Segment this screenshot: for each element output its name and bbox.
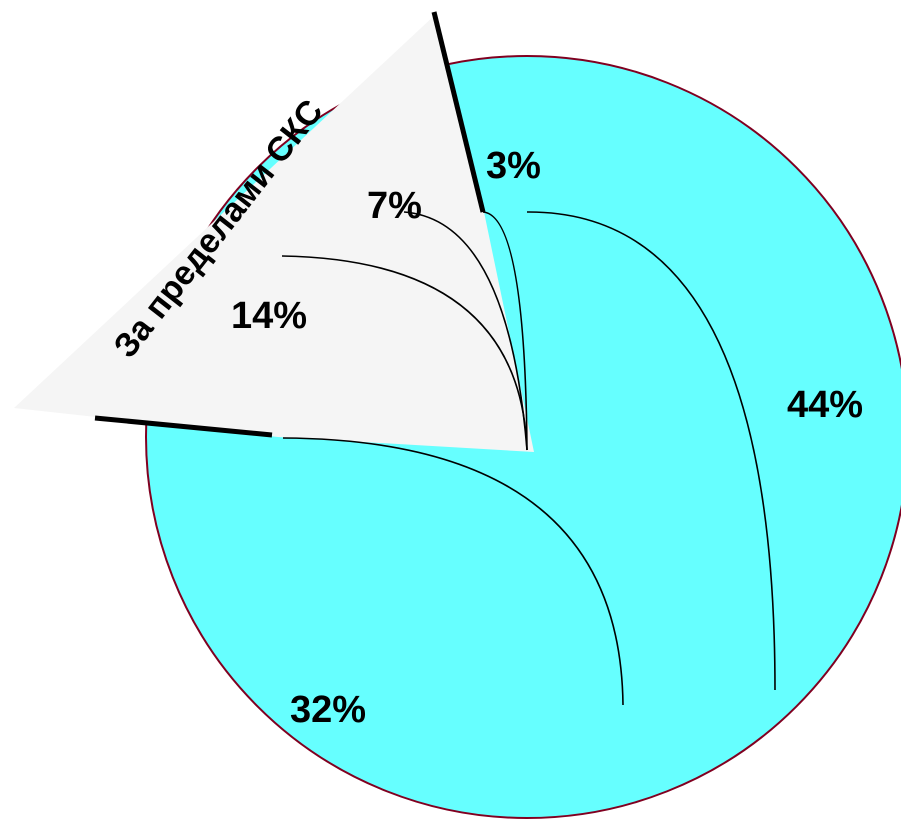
leader-line-7 — [403, 211, 528, 451]
pie-slice-exploded — [14, 14, 534, 452]
leader-line-14 — [281, 255, 528, 451]
leader-line-32 — [282, 437, 624, 706]
separator-bar-left — [94, 415, 273, 438]
slice-label-44: 44% — [787, 384, 863, 426]
leader-lines — [281, 211, 776, 706]
slice-label-3: 3% — [486, 145, 541, 187]
leader-line-44 — [526, 211, 776, 691]
leader-line-3 — [482, 211, 528, 451]
separator-bar-top — [431, 11, 486, 213]
slice-label-32: 32% — [290, 689, 366, 731]
slice-label-14: 14% — [231, 295, 307, 337]
slice-label-7: 7% — [367, 185, 422, 227]
